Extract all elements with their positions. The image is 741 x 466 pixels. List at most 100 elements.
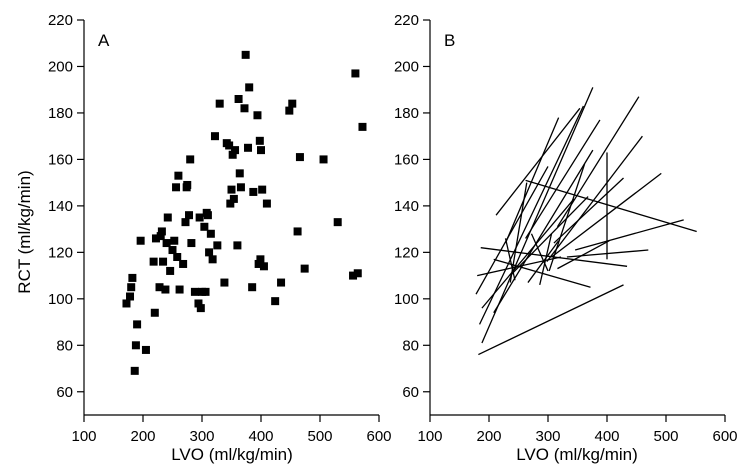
panel-a-data-point — [151, 234, 160, 243]
panel-b-regression-line — [551, 172, 662, 258]
panel-a-data-point — [127, 283, 136, 292]
panel-b-y-tick-label: 140 — [394, 198, 419, 215]
panel-a-data-point — [235, 169, 244, 178]
panel-b-x-tick-label: 600 — [712, 428, 737, 445]
panel-a-data-point — [203, 211, 212, 220]
panel-a-data-point — [244, 143, 253, 152]
panel-b-regression-line — [530, 233, 549, 272]
panel-a-data-point — [183, 180, 192, 189]
panel-b-regression-line — [574, 219, 684, 251]
panel-a-data-point — [173, 253, 182, 261]
panel-a-data-point — [122, 299, 131, 308]
panel-a-data-point — [353, 269, 362, 278]
panel-b-x-tick-label: 500 — [653, 428, 678, 445]
panel-b-regression-line — [504, 238, 516, 281]
panel-a-data-point — [196, 304, 205, 313]
panel-a-y-tick-label: 200 — [48, 58, 73, 75]
panel-a-data-point — [358, 122, 367, 131]
panel-a-data-point — [249, 187, 258, 196]
panel-a-data-point — [258, 185, 267, 194]
panel-a-data-point — [248, 283, 257, 292]
panel-a: A RCT (ml/kg/min) LVO (ml/kg/min) 60 80 10… — [15, 12, 392, 464]
panel-a-data-point — [168, 246, 177, 255]
panel-a-data-point — [161, 285, 170, 294]
panel-a-data-point — [210, 132, 219, 141]
panel-b-regression-line — [509, 196, 589, 277]
panel-a-data-point — [141, 345, 150, 354]
panel-a-data-point — [185, 211, 194, 220]
panel-a-data-point — [255, 136, 264, 145]
panel-a-data-point — [186, 155, 195, 164]
panel-a-data-point — [205, 248, 214, 257]
panel-a-y-tick-label: 220 — [48, 12, 73, 29]
panel-a-data-point — [131, 341, 140, 350]
panel-a-data-point — [181, 218, 190, 227]
panel-a-data-point — [234, 95, 243, 103]
panel-a-data-point — [226, 199, 235, 208]
panel-a-data-point — [271, 297, 280, 306]
panel-b-y-tick-label: 120 — [394, 244, 419, 261]
panel-a-data-point — [293, 227, 302, 236]
panel-a-data-point — [349, 271, 358, 280]
panel-a-data-point — [128, 273, 137, 282]
panel-b-y-tick-label: 100 — [394, 291, 419, 308]
panel-a-data-point — [245, 83, 254, 92]
panel-a-data-point — [257, 146, 265, 155]
panel-a-data-point — [157, 227, 166, 236]
panel-a-data-point — [170, 236, 179, 245]
panel-b-x-tick-label: 400 — [594, 428, 619, 445]
panel-b-y-tick-label: 160 — [394, 151, 419, 168]
panel-a-data-point — [288, 99, 297, 108]
panel-a-data-point — [300, 264, 309, 273]
panel-b-regression-line — [525, 119, 601, 239]
panel-b-regression-line — [478, 105, 584, 325]
panel-a-data-point — [220, 278, 229, 287]
panel-a-y-tick-label: 140 — [48, 198, 73, 215]
panel-a-data-point — [195, 213, 204, 222]
panel-a-x-tick-label: 600 — [366, 428, 391, 445]
panel-a-letter: A — [98, 31, 110, 50]
panel-a-data-point — [236, 183, 245, 192]
panel-a-data-point — [190, 287, 199, 296]
panel-a-data-point — [150, 308, 159, 317]
panel-a-data-point — [213, 241, 222, 250]
panel-b-regression-line — [525, 179, 697, 233]
panel-a-data-point — [319, 155, 328, 164]
panel-b-x-tick-label: 100 — [417, 428, 442, 445]
panel-a-data-point — [231, 146, 240, 155]
panel-a-data-point — [285, 106, 294, 115]
panel-a-data-point — [240, 104, 249, 113]
panel-a-data-point — [159, 257, 168, 266]
panel-a-x-tick-label: 300 — [189, 428, 214, 445]
panel-a-data-point — [162, 239, 171, 248]
panel-b-y-tick-label: 60 — [402, 384, 419, 401]
panel-b-regression-line — [481, 87, 594, 344]
panel-a-data-point — [166, 266, 175, 275]
panel-a-y-tick-label: 100 — [48, 291, 73, 308]
panel-a-data-point — [262, 199, 271, 208]
panel-a-data-point — [233, 241, 242, 250]
panel-b-regression-line — [478, 284, 624, 356]
panel-a-data-point — [253, 111, 262, 120]
panel-a-y-tick-label: 160 — [48, 151, 73, 168]
panel-a-x-axis-title: LVO (ml/kg/min) — [171, 445, 293, 464]
panel-a-data-point — [126, 292, 135, 301]
panel-a-data-point — [179, 259, 188, 268]
panel-a-data-point — [333, 218, 342, 227]
panel-a-data-point — [175, 285, 184, 294]
panel-a-data-point — [228, 150, 237, 159]
panel-a-x-tick-label: 200 — [130, 428, 155, 445]
panel-a-x-tick-label: 100 — [71, 428, 96, 445]
panel-b-regression-line — [504, 117, 560, 244]
panel-a-data-point — [295, 153, 304, 162]
panel-b-regression-line — [509, 182, 528, 283]
panel-a-data-point — [241, 50, 250, 59]
panel-a-data-point — [194, 299, 203, 308]
panel-a-data-point — [208, 255, 217, 264]
panel-b-y-tick-label: 200 — [394, 58, 419, 75]
panel-b-regression-line — [556, 96, 640, 228]
panel-a-x-tick-label: 400 — [248, 428, 273, 445]
panel-a-data-point — [136, 236, 145, 245]
panel-a-data-point — [149, 257, 158, 266]
